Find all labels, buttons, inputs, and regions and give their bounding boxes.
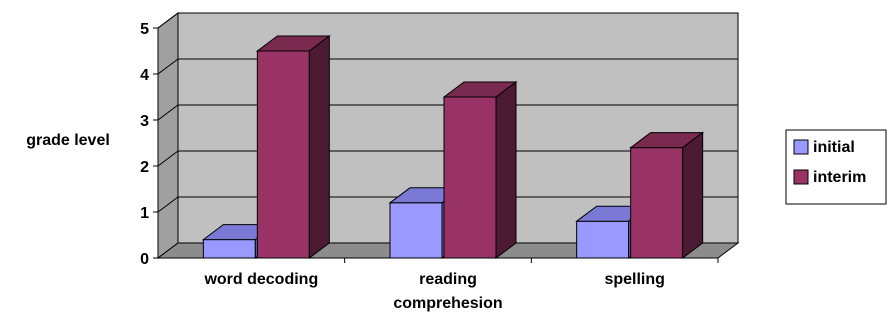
- side-wall: [157, 12, 179, 259]
- gridline: [157, 58, 738, 75]
- x-category-label: spelling: [604, 271, 664, 288]
- y-tick-label: 1: [140, 205, 149, 222]
- bar-front: [630, 147, 684, 259]
- legend-label-initial: initial: [813, 139, 855, 156]
- bar-side: [495, 81, 517, 259]
- y-tick-label: 4: [140, 67, 149, 84]
- y-tick-label: 0: [140, 251, 149, 268]
- bar-front: [576, 220, 630, 259]
- bar-interim-2: [629, 131, 705, 259]
- legend-label-interim: interim: [813, 169, 866, 186]
- legend-swatch-initial: [793, 139, 809, 155]
- bar-front: [256, 50, 310, 259]
- bar-interim-0: [255, 35, 331, 259]
- gridline: [157, 196, 738, 213]
- legend: initial interim: [785, 129, 887, 205]
- gridline: [157, 150, 738, 167]
- bar-side: [308, 35, 330, 259]
- gridline: [157, 104, 738, 121]
- bar-side: [682, 131, 704, 259]
- bar-front: [202, 239, 256, 259]
- bar-interim-1: [442, 81, 518, 259]
- bar-front: [443, 96, 497, 259]
- x-category-labels: word decoding reading comprehesion spelling: [203, 271, 664, 312]
- gridline: [157, 12, 738, 29]
- legend-box: [785, 129, 887, 205]
- y-tick-label: 5: [140, 21, 149, 38]
- x-category-label: word decoding: [203, 271, 318, 288]
- x-category-label: reading: [419, 271, 477, 288]
- gridlines: [157, 12, 738, 213]
- legend-swatch-interim: [793, 169, 809, 185]
- x-category-label: comprehesion: [393, 295, 502, 312]
- y-tick-label: 3: [140, 113, 149, 130]
- bars: [201, 35, 705, 259]
- y-tick-labels: 0 1 2 3 4 5: [140, 21, 149, 268]
- y-tick-label: 2: [140, 159, 149, 176]
- y-axis-label: grade level: [26, 132, 110, 149]
- bar-front: [389, 202, 443, 259]
